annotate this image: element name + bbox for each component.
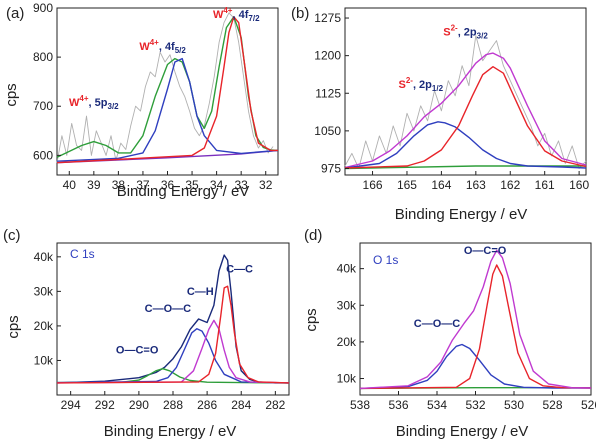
panel-c-annotation-2: C—H <box>187 286 214 298</box>
panel-d-series-2 <box>359 264 592 390</box>
panel-c-ytick-label: 30k <box>34 284 54 298</box>
panel-a-xtick-label: 40 <box>63 178 77 192</box>
panel-a-xtick-label: 39 <box>87 178 101 192</box>
panel-b-xtick-label: 161 <box>535 178 555 192</box>
panel-b-xtick-label: 160 <box>569 178 589 192</box>
panel-a-series-4 <box>56 16 278 164</box>
panel-c-xtick-label: 286 <box>197 398 217 412</box>
panel-d-label: (d) <box>304 227 322 244</box>
panel-d-xtick-label: 532 <box>465 398 485 412</box>
panel-b-xtick-label: 163 <box>466 178 486 192</box>
panel-c: (c) cps Binding Energy / eV C 1s 294 292 2… <box>3 227 290 440</box>
panel-d-ytick-label: 30k <box>337 298 357 312</box>
panel-a-label: (a) <box>6 5 24 22</box>
panel-b-ytick-label: 1275 <box>314 11 341 25</box>
panel-b-xtick-label: 162 <box>500 178 520 192</box>
panel-b-series-4 <box>344 65 587 169</box>
panel-c-xtick-label: 288 <box>163 398 183 412</box>
panel-a-frame <box>56 7 279 176</box>
panel-b-plot: 166 165 164 163 162 161 160 975 1050 1125 1200 1275… <box>314 7 589 192</box>
panel-c-annotation-0: O—C=O <box>116 345 159 357</box>
panel-c-inset-title: C 1s <box>70 247 95 261</box>
panel-b-ytick-label: 1200 <box>314 49 341 63</box>
panel-d-series-1 <box>359 343 591 390</box>
panel-a-xtick-label: 38 <box>112 178 126 192</box>
panel-a-xtick-label: 32 <box>259 178 273 192</box>
panel-b-series-2 <box>344 52 587 169</box>
panel-a: (a) cps Binding Energy / eV 40 39 38 37 36 35… <box>3 1 279 200</box>
panel-a-ytick-label: 900 <box>33 1 53 15</box>
panel-c-ylabel: cps <box>5 315 22 338</box>
panel-d-xlabel: Binding Energy / eV <box>396 423 529 440</box>
panel-a-annotation-1: W4+, 4f5/2 <box>139 38 186 55</box>
panel-b-label: (b) <box>291 5 309 22</box>
panel-d: (d) cps Binding Energy / eV O 1s 538 536 5… <box>303 227 596 440</box>
panel-b-annotation-1: S2-, 2p3/2 <box>443 24 488 41</box>
panel-a-xtick-label: 37 <box>136 178 150 192</box>
panel-a-series-3 <box>56 57 279 162</box>
panel-c-annotation-1: C—O—C <box>145 303 192 315</box>
panel-c-xtick-label: 290 <box>129 398 149 412</box>
panel-c-xtick-label: 292 <box>95 398 115 412</box>
panel-a-xtick-label: 36 <box>161 178 175 192</box>
panel-d-ylabel: cps <box>303 308 320 331</box>
panel-d-annotation-1: C—O—C <box>414 318 461 330</box>
panel-d-xtick-label: 536 <box>388 398 408 412</box>
panel-a-series-0 <box>56 12 274 163</box>
panel-d-xtick-label: 526 <box>581 398 596 412</box>
panel-c-series-3 <box>56 319 290 384</box>
panel-c-xlabel: Binding Energy / eV <box>104 423 237 440</box>
panel-c-plot: 294 292 290 288 286 284 282 10k 20k 30k 40k O—C=O C—… <box>34 242 290 412</box>
panel-d-plot: 538 536 534 532 530 528 526 10k 20k 30k 40k O—C=O C—… <box>337 242 596 412</box>
panel-a-annotation-2: W4+, 4f7/2 <box>213 6 260 23</box>
panel-b-xtick-label: 164 <box>431 178 451 192</box>
panel-b-series-3 <box>344 121 587 169</box>
panel-a-xtick-label: 35 <box>185 178 199 192</box>
panel-d-ytick-label: 40k <box>337 262 357 276</box>
panel-a-xlabel: Binding Energy / eV <box>117 183 250 200</box>
panel-d-ytick-label: 10k <box>337 372 357 386</box>
panel-d-xtick-label: 528 <box>542 398 562 412</box>
panel-a-ytick-label: 700 <box>33 99 53 113</box>
panel-d-xtick-label: 538 <box>350 398 370 412</box>
panel-c-xtick-label: 284 <box>231 398 251 412</box>
panel-c-annotation-3: C—C <box>226 263 253 275</box>
panel-d-ytick-label: 20k <box>337 335 357 349</box>
panel-c-ytick-label: 40k <box>34 250 54 264</box>
panel-c-ytick-label: 10k <box>34 353 54 367</box>
panel-c-xtick-label: 294 <box>61 398 81 412</box>
panel-c-ytick-label: 20k <box>34 319 54 333</box>
panel-a-xtick-label: 33 <box>234 178 248 192</box>
panel-b-frame <box>344 7 587 176</box>
panel-d-annotation-0: O—C=O <box>464 245 507 257</box>
panel-d-xtick-label: 534 <box>427 398 447 412</box>
panel-b-ytick-label: 1050 <box>314 124 341 138</box>
panel-a-ytick-label: 600 <box>33 148 53 162</box>
panel-a-ytick-label: 800 <box>33 50 53 64</box>
panel-b-series-0 <box>344 35 587 169</box>
panel-b-xtick-label: 166 <box>363 178 383 192</box>
panel-a-xtick-label: 34 <box>210 178 224 192</box>
panel-c-series-0 <box>56 254 289 384</box>
panel-c-series-1 <box>56 368 290 384</box>
panel-d-inset-title: O 1s <box>373 253 398 267</box>
panel-a-ylabel: cps <box>3 83 20 106</box>
panel-d-xtick-label: 530 <box>504 398 524 412</box>
panel-b: (b) Binding Energy / eV 166 165 164 163 162 1… <box>291 5 589 223</box>
panel-a-annotation-0: W4+, 5p3/2 <box>69 94 119 111</box>
panel-a-plot: 40 39 38 37 36 35 34 33 32 600 700 800 900 W4+, 5p3/2… <box>33 1 279 192</box>
panel-c-label: (c) <box>3 227 21 244</box>
panel-b-xtick-label: 165 <box>397 178 417 192</box>
panel-d-series-3 <box>359 249 592 390</box>
panel-b-xlabel: Binding Energy / eV <box>395 206 528 223</box>
panel-b-ytick-label: 975 <box>321 161 341 175</box>
panel-c-xtick-label: 282 <box>265 398 285 412</box>
panel-b-ytick-label: 1125 <box>315 86 341 100</box>
panel-c-series-4 <box>56 285 290 384</box>
panel-b-annotation-0: S2-, 2p1/2 <box>398 76 443 93</box>
panel-c-series-2 <box>56 328 290 384</box>
